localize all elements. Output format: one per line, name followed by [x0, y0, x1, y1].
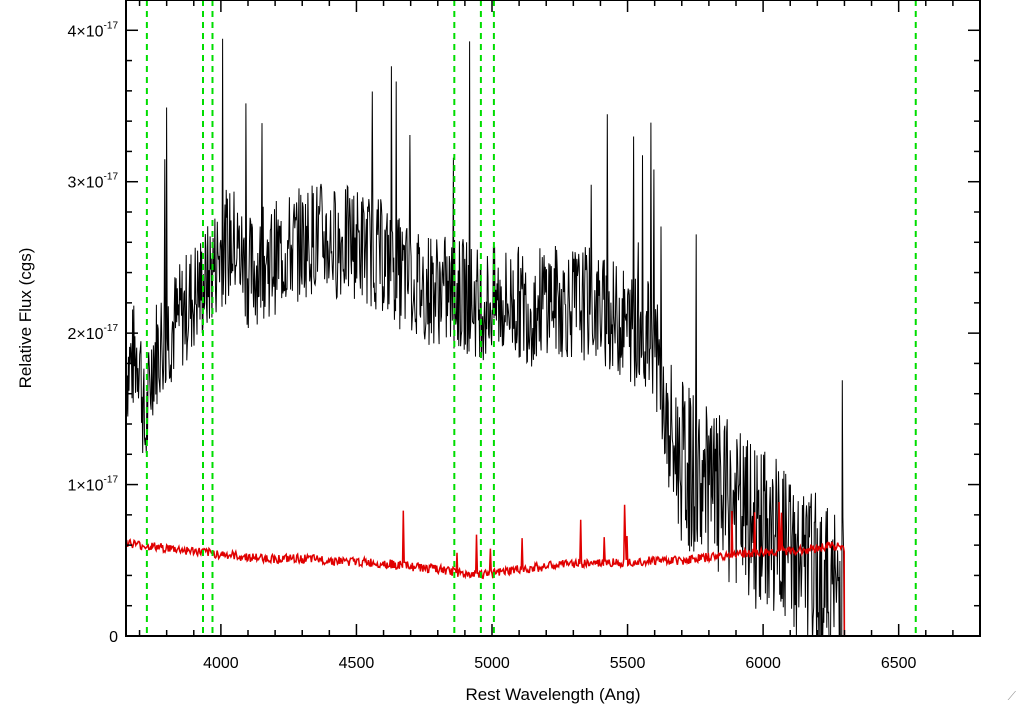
y-axis-title: Relative Flux (cgs): [16, 248, 35, 389]
x-tick-label: 5000: [474, 655, 510, 672]
y-tick-label: 4×10-17: [68, 20, 119, 40]
x-tick-labels: 4000 4500 5000 5500 6000 6500: [203, 655, 916, 672]
y-tick-label: 1×10-17: [68, 475, 119, 495]
x-axis-title: Rest Wavelength (Ang): [465, 685, 640, 704]
y-tick-label: 2×10-17: [68, 323, 119, 343]
x-tick-label: 5500: [610, 655, 646, 672]
plot-area: [126, 0, 980, 636]
plot-frame: [125, 0, 981, 637]
x-tick-label: 6500: [881, 655, 917, 672]
error-series-line: [126, 501, 980, 636]
x-tick-label: 4000: [203, 655, 239, 672]
y-tick-labels: 0 1×10-17 2×10-17 3×10-17 4×10-17: [68, 20, 119, 646]
y-tick-label: 3×10-17: [68, 172, 119, 192]
axis-ticks: [126, 0, 981, 637]
x-tick-label: 4500: [339, 655, 375, 672]
y-tick-label: 0: [109, 629, 118, 646]
flux-series-line: [126, 38, 845, 636]
resize-grip-icon: ⟋: [1007, 689, 1016, 703]
x-tick-label: 6000: [745, 655, 781, 672]
